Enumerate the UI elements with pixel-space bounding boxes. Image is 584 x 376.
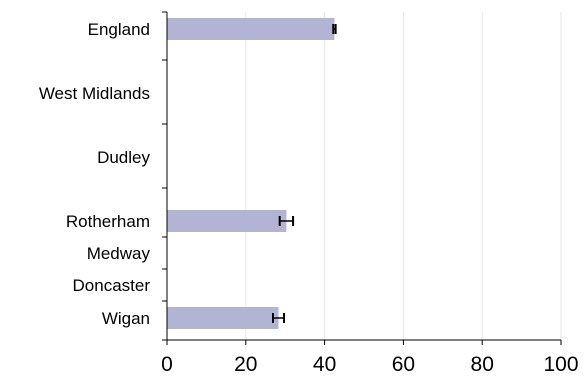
gridlines	[245, 12, 562, 340]
category-label-dudley: Dudley	[97, 148, 150, 167]
bar-england	[167, 18, 335, 40]
category-label-doncaster: Doncaster	[73, 276, 151, 295]
category-label-england: England	[88, 20, 150, 39]
x-tick-labels: 0 20 40 60 80 100	[161, 353, 578, 376]
x-tick-label-60: 60	[392, 353, 415, 376]
category-labels: England West Midlands Dudley Rotherham Medwa…	[39, 20, 151, 328]
error-bars	[271, 24, 337, 323]
bar-wigan	[167, 307, 279, 329]
x-tick-label-100: 100	[543, 353, 578, 376]
x-tick-label-20: 20	[234, 353, 257, 376]
x-tick-label-0: 0	[161, 353, 173, 376]
bar-rotherham	[167, 210, 287, 232]
category-label-rotherham: Rotherham	[66, 212, 150, 231]
bars	[167, 18, 335, 329]
axes	[162, 11, 562, 345]
category-label-west-midlands: West Midlands	[39, 84, 150, 103]
category-label-medway: Medway	[87, 244, 151, 263]
error-bar-wigan	[271, 313, 286, 323]
error-bar-rotherham	[278, 216, 295, 226]
x-tick-label-40: 40	[313, 353, 336, 376]
category-label-wigan: Wigan	[102, 309, 150, 328]
x-tick-label-80: 80	[471, 353, 494, 376]
error-bar-england	[332, 24, 337, 34]
